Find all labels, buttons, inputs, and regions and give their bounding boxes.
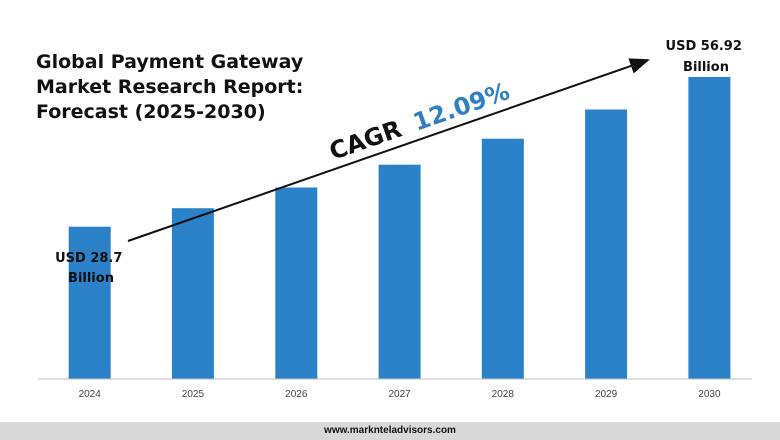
end-value-line-1: USD 56.92 — [666, 39, 742, 54]
chart-title: Global Payment Gateway Market Research R… — [36, 50, 326, 125]
footer-url: www.marknteladvisors.com — [324, 425, 456, 436]
title-line-2: Market Research Report: — [36, 76, 304, 98]
bar-2026 — [275, 187, 318, 379]
x-tick-2029: 2029 — [595, 389, 618, 400]
title-line-3: Forecast (2025-2030) — [36, 101, 266, 123]
end-value-label: USD 56.92 Billion — [666, 39, 747, 75]
x-tick-2030: 2030 — [698, 389, 721, 400]
x-tick-2027: 2027 — [388, 389, 411, 400]
bar-2028 — [481, 138, 524, 379]
cagr-value: 12.09% — [410, 77, 514, 136]
start-value-line-1: USD 28.7 — [55, 251, 122, 266]
cagr-arrow — [127, 58, 650, 242]
x-tick-2025: 2025 — [182, 389, 205, 400]
bar-2027 — [378, 164, 421, 379]
x-tick-2028: 2028 — [492, 389, 515, 400]
x-tick-2024: 2024 — [79, 389, 102, 400]
start-value-line-2: Billion — [68, 271, 114, 286]
bar-2030 — [688, 77, 731, 379]
title-line-1: Global Payment Gateway — [36, 51, 304, 73]
bar-2024 — [68, 226, 111, 379]
x-tick-2026: 2026 — [285, 389, 308, 400]
bar-2029 — [585, 109, 628, 379]
start-value-label: USD 28.7 Billion — [55, 251, 127, 286]
bar-chart: 2024 2025 2026 2027 2028 2029 2030 CAGR 12.09%… — [38, 39, 752, 400]
bar-2025 — [171, 208, 214, 379]
end-value-line-2: Billion — [683, 60, 729, 75]
